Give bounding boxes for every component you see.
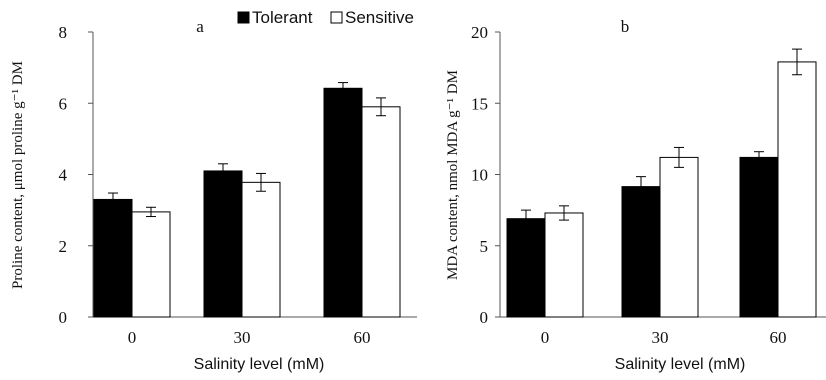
bar-sensitive-0 bbox=[544, 212, 584, 318]
y-axis-title: Proline content, μmol proline g⁻¹ DM bbox=[10, 61, 26, 289]
x-axis-title: Salinity level (mM) bbox=[194, 356, 325, 373]
legend-swatch-tolerant bbox=[237, 11, 250, 24]
chart-panel-b: 0 5 10 15 20 0 30 60 MDA content, nmol MDA g⁻¹ D… bbox=[445, 17, 826, 373]
bar-sensitive-30 bbox=[241, 181, 281, 318]
x-tick-label: 60 bbox=[770, 328, 787, 347]
chart-panel-a: 0 2 4 6 8 0 30 60 Proline content, μmol proline … bbox=[10, 8, 417, 373]
y-tick-label: 0 bbox=[480, 308, 489, 327]
bar-sensitive-0 bbox=[131, 211, 171, 318]
x-tick-label: 0 bbox=[128, 328, 137, 347]
bar-sensitive-60 bbox=[777, 61, 817, 318]
bar-tolerant-0 bbox=[506, 218, 546, 318]
y-tick-label: 20 bbox=[471, 23, 488, 42]
legend-label-tolerant: Tolerant bbox=[252, 8, 313, 27]
legend-label-sensitive: Sensitive bbox=[345, 8, 414, 27]
bar-tolerant-60 bbox=[739, 156, 779, 318]
x-tick-label: 30 bbox=[652, 328, 669, 347]
bar-tolerant-30 bbox=[203, 170, 243, 318]
y-tick-label: 2 bbox=[59, 237, 68, 256]
y-tick-label: 0 bbox=[59, 308, 68, 327]
bar-tolerant-60 bbox=[323, 87, 363, 318]
y-tick-label: 15 bbox=[471, 94, 488, 113]
legend-swatch-sensitive bbox=[330, 11, 343, 24]
bar-sensitive-60 bbox=[361, 106, 401, 318]
y-tick-label: 10 bbox=[471, 166, 488, 185]
y-tick-label: 6 bbox=[59, 94, 68, 113]
y-axis-title: MDA content, nmol MDA g⁻¹ DM bbox=[445, 70, 461, 280]
y-tick-label: 5 bbox=[480, 237, 489, 256]
bar-tolerant-30 bbox=[621, 186, 661, 318]
panel-label: a bbox=[196, 17, 204, 36]
y-tick-label: 8 bbox=[59, 23, 68, 42]
x-axis-title: Salinity level (mM) bbox=[615, 356, 746, 373]
x-tick-label: 0 bbox=[541, 328, 550, 347]
x-tick-label: 30 bbox=[234, 328, 251, 347]
panel-label: b bbox=[621, 17, 630, 36]
bar-sensitive-30 bbox=[659, 156, 699, 318]
bar-tolerant-0 bbox=[93, 198, 133, 318]
x-tick-label: 60 bbox=[354, 328, 371, 347]
y-tick-label: 4 bbox=[59, 166, 68, 185]
